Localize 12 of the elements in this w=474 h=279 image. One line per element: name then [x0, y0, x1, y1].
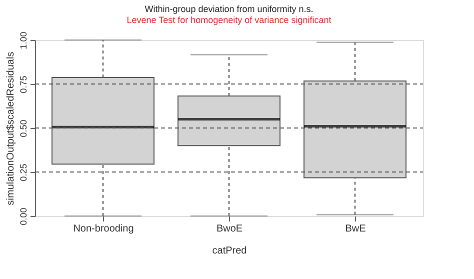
chart-title: Within-group deviation from uniformity n.s. [144, 4, 314, 14]
chart-subtitle: Levene Test for homogeneity of variance significant [126, 15, 332, 26]
x-tick-label: Non-brooding [73, 224, 134, 234]
y-tick-label: 0.25 [18, 164, 28, 182]
x-tick-label: BwE [345, 224, 366, 234]
y-tick-label: 0.75 [18, 76, 28, 94]
y-tick-label: 0.00 [18, 208, 28, 226]
y-tick-label: 0.50 [18, 120, 28, 138]
x-tick-label: BwoE [216, 224, 243, 234]
x-axis-title: catPred [212, 246, 247, 256]
y-tick-label: 1.00 [18, 32, 28, 50]
y-axis-title: simulationOutput$scaledResiduals [6, 52, 16, 206]
